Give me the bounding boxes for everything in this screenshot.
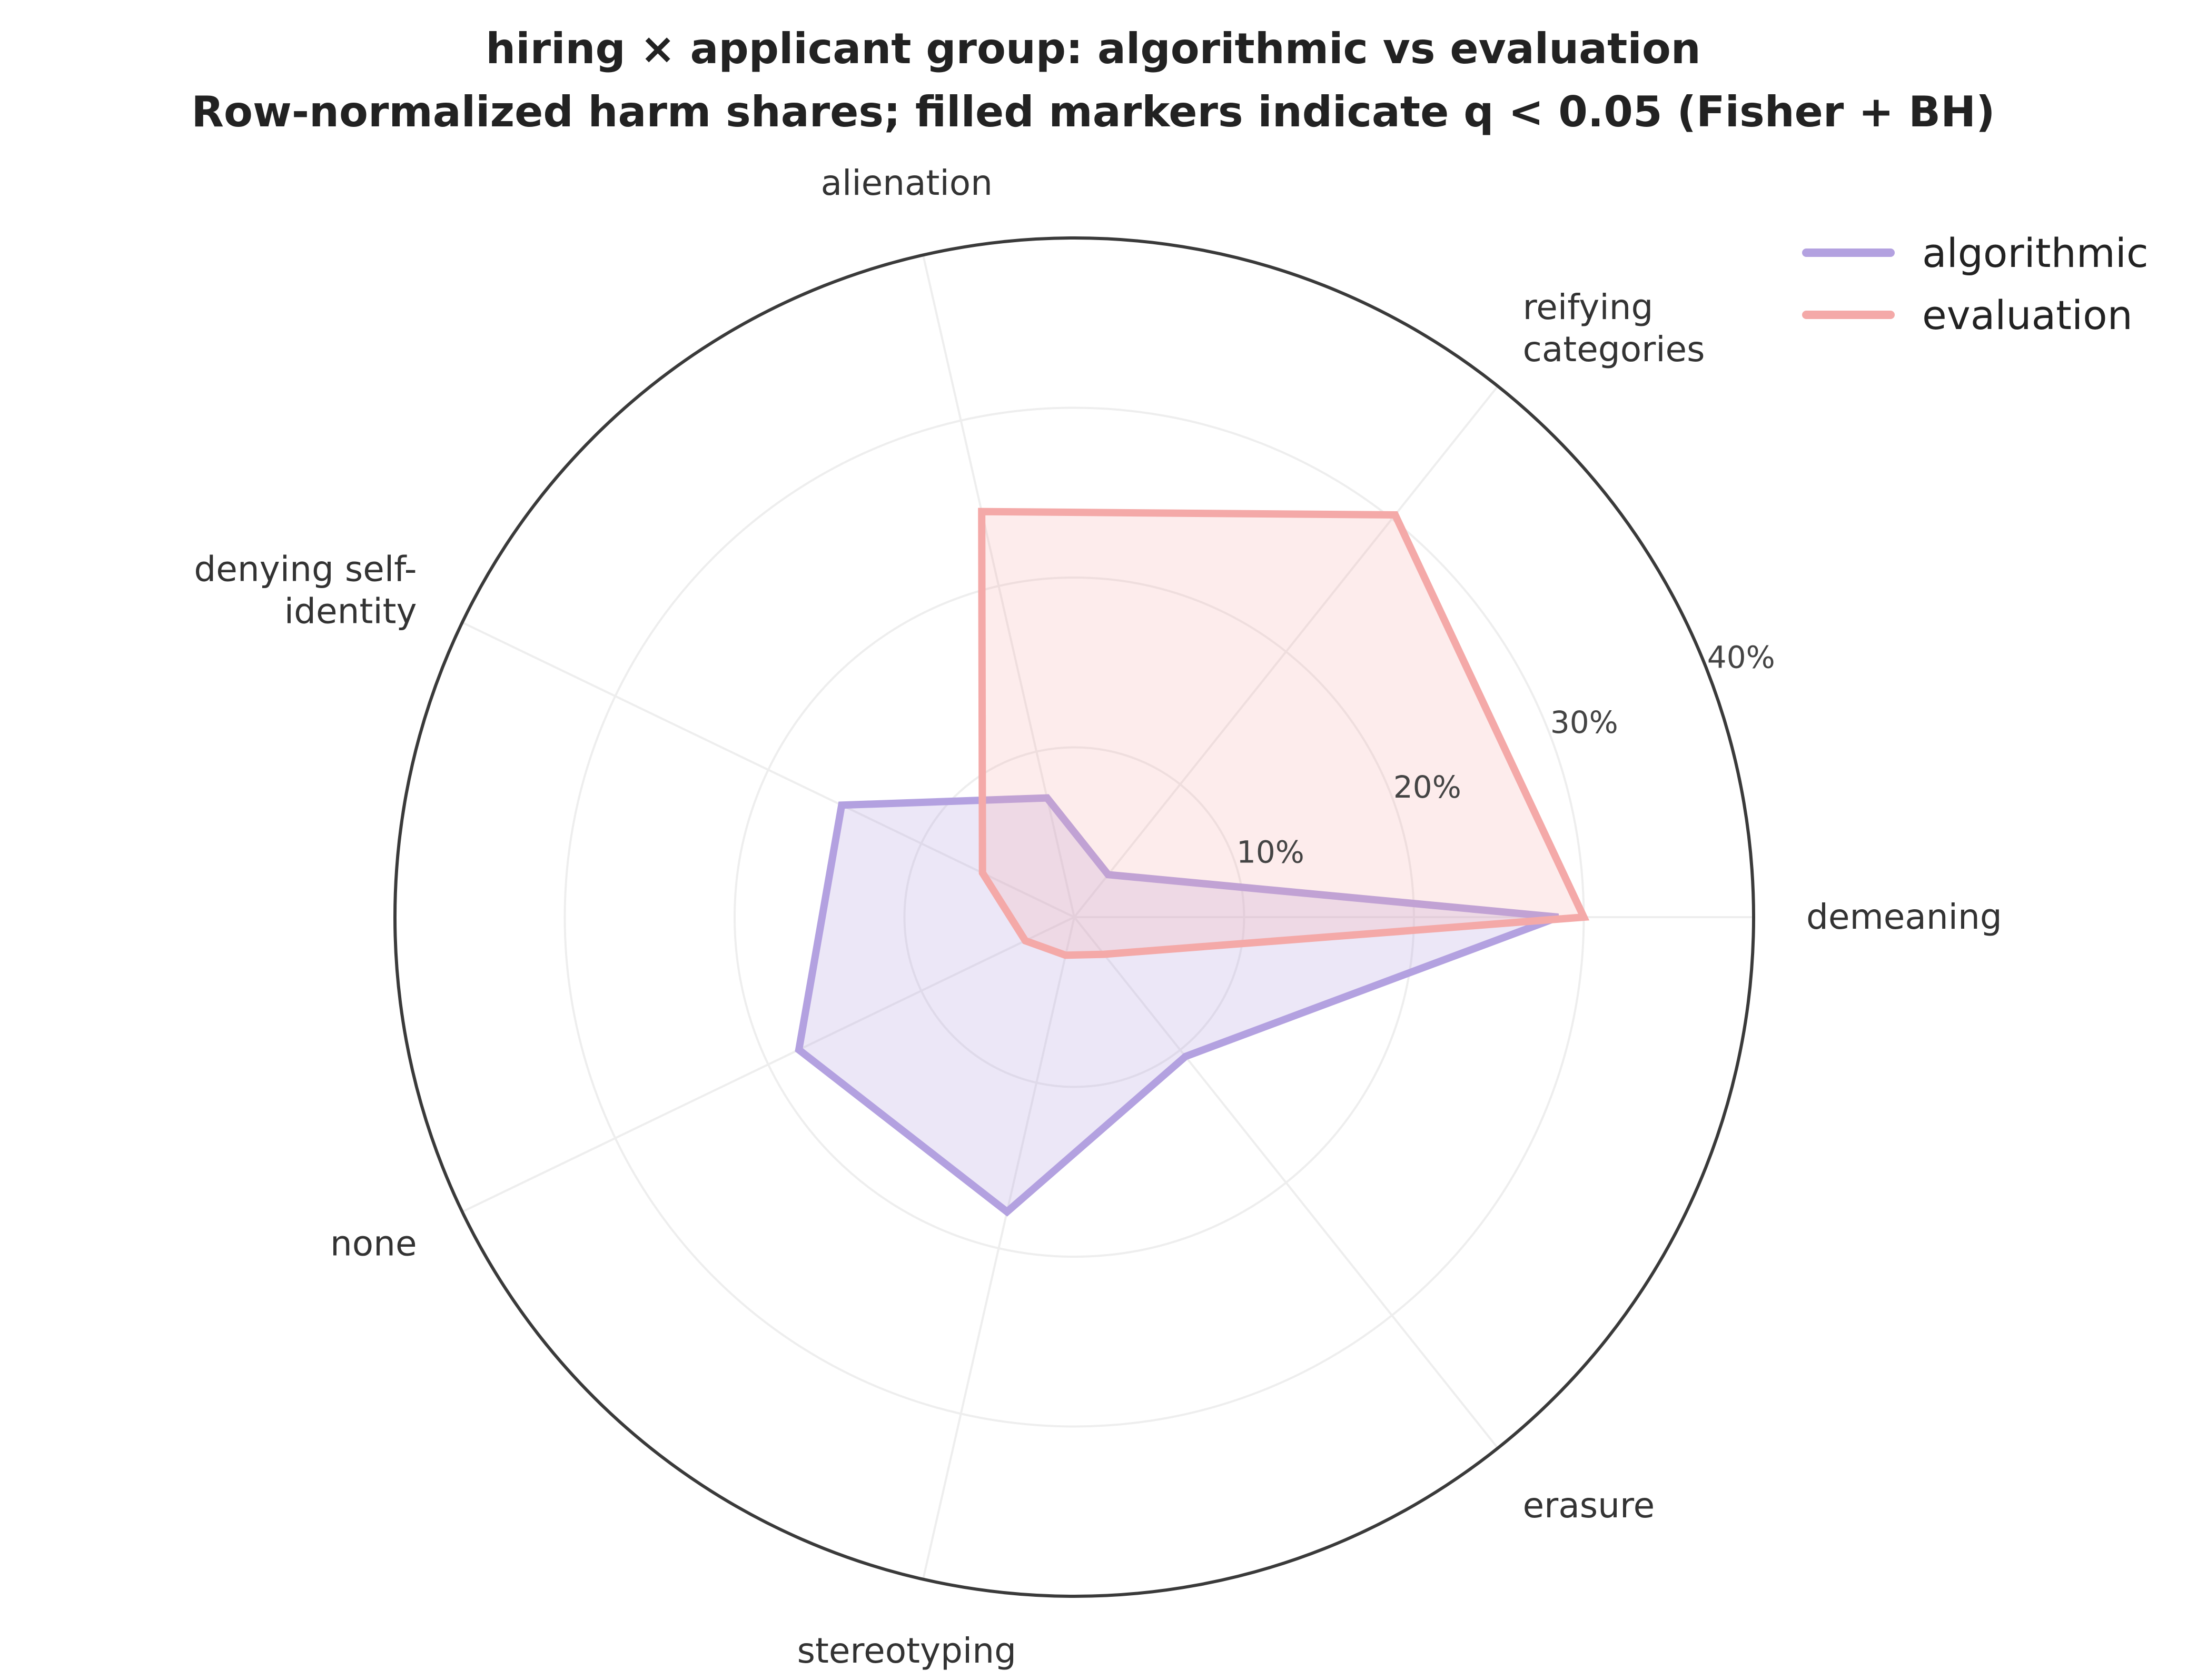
axis-label-line: erasure	[1523, 1485, 1655, 1526]
axis-label-line: stereotyping	[797, 1631, 1016, 1671]
axis-label: erasure	[1523, 1485, 1655, 1526]
grid-spoke	[461, 916, 1075, 1213]
axis-label-line: demeaning	[1806, 897, 2002, 937]
series-layer	[795, 508, 1590, 1217]
radial-tick-label: 20%	[1393, 769, 1461, 805]
series-area-evaluation	[982, 511, 1584, 956]
grid-spoke	[461, 621, 1075, 918]
axis-label-line: categories	[1523, 329, 1705, 370]
grid-spoke	[1073, 916, 1499, 1449]
grid-spoke	[1073, 385, 1499, 918]
legend-label-algorithmic: algorithmic	[1922, 230, 2149, 276]
axis-label: stereotyping	[797, 1631, 1016, 1671]
series-line-evaluation	[978, 508, 1590, 959]
radial-ticks: 10% 20% 30% 40%	[1236, 639, 1775, 870]
radial-tick-label: 40%	[1707, 639, 1775, 675]
chart-title: hiring × applicant group: algorithmic vs…	[486, 24, 1700, 73]
axis-label: denying self-identity	[194, 549, 417, 632]
axis-label-line: alienation	[821, 163, 993, 203]
axis-label: none	[330, 1223, 417, 1264]
radial-tick-label: 30%	[1550, 704, 1618, 740]
polar-grid	[393, 236, 1755, 1598]
grid-spoke	[922, 254, 1075, 918]
axis-label-line: reifying	[1523, 287, 1654, 327]
axis-labels: demeaning reifying categories alienation den…	[194, 163, 2002, 1671]
axis-label-line: denying self-	[194, 549, 417, 590]
series-line-algorithmic	[795, 794, 1560, 1217]
radial-tick-label: 10%	[1236, 834, 1304, 870]
axis-label-line: none	[330, 1223, 417, 1264]
legend: algorithmic evaluation	[1802, 230, 2149, 339]
axis-label-line: identity	[284, 591, 417, 632]
chart-subtitle: Row-normalized harm shares; filled marke…	[191, 87, 1995, 136]
axis-label: reifying categories	[1523, 287, 1705, 370]
legend-label-evaluation: evaluation	[1922, 292, 2133, 339]
outer-frame	[393, 236, 1755, 1598]
axis-label: alienation	[821, 163, 993, 203]
grid-spoke	[922, 917, 1075, 1580]
axis-label: demeaning	[1806, 897, 2002, 937]
